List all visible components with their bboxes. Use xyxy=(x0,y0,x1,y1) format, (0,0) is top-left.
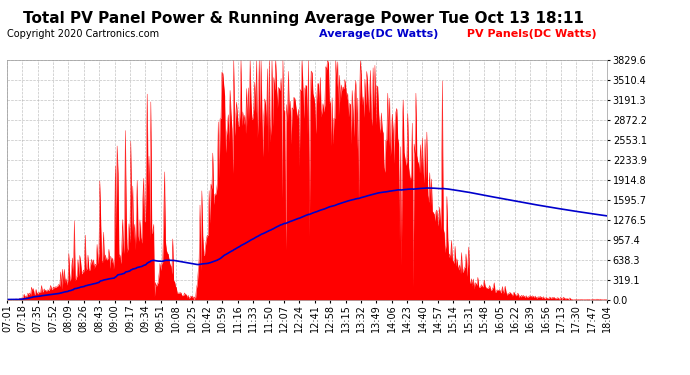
Text: Total PV Panel Power & Running Average Power Tue Oct 13 18:11: Total PV Panel Power & Running Average P… xyxy=(23,11,584,26)
Text: Copyright 2020 Cartronics.com: Copyright 2020 Cartronics.com xyxy=(7,29,159,39)
Text: PV Panels(DC Watts): PV Panels(DC Watts) xyxy=(463,29,597,39)
Text: Average(DC Watts): Average(DC Watts) xyxy=(319,29,438,39)
